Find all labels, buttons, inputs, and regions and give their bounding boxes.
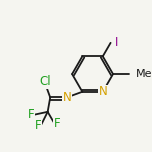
- Text: N: N: [98, 85, 107, 98]
- Text: N: N: [62, 91, 71, 104]
- Text: F: F: [28, 108, 34, 121]
- Text: Cl: Cl: [40, 75, 51, 88]
- Text: Me: Me: [135, 69, 152, 79]
- Text: F: F: [35, 119, 41, 132]
- Text: F: F: [54, 117, 61, 130]
- Text: I: I: [114, 36, 118, 49]
